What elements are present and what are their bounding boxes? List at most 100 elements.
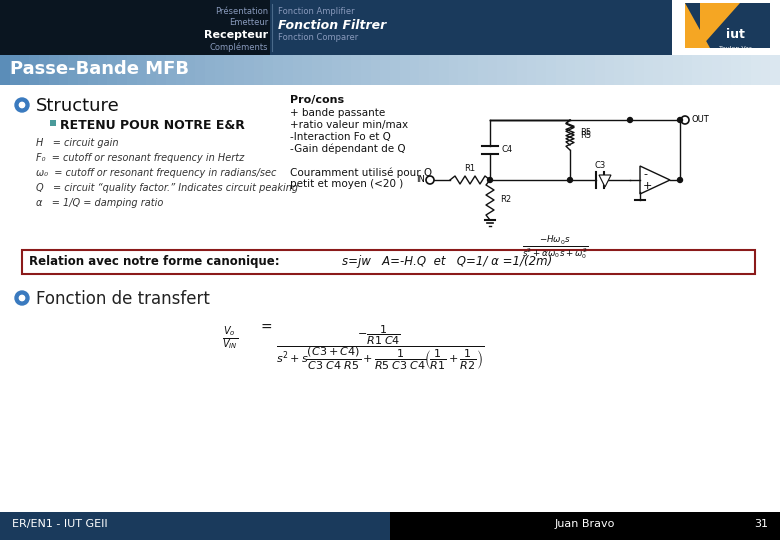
Bar bbox=[702, 55, 713, 85]
Bar bbox=[537, 55, 547, 85]
Bar bbox=[750, 55, 761, 85]
Bar bbox=[488, 55, 498, 85]
Bar bbox=[526, 55, 537, 85]
Bar bbox=[360, 55, 371, 85]
Text: R5: R5 bbox=[580, 131, 591, 139]
Polygon shape bbox=[685, 3, 770, 48]
Text: Fonction Amplifier: Fonction Amplifier bbox=[278, 7, 355, 16]
Text: Pro/cons: Pro/cons bbox=[290, 95, 344, 105]
Text: Couramment utilisé pour Q
petit et moyen (<20 ): Couramment utilisé pour Q petit et moyen… bbox=[290, 167, 432, 189]
Text: $\dfrac{-\dfrac{1}{R1\;C4}}{s^2+s\dfrac{(C3+C4)}{C3\;C4\;R5}+\dfrac{1}{R5\;C3\;C: $\dfrac{-\dfrac{1}{R1\;C4}}{s^2+s\dfrac{… bbox=[276, 324, 484, 373]
Bar bbox=[351, 55, 362, 85]
FancyBboxPatch shape bbox=[22, 250, 755, 274]
Bar bbox=[254, 55, 264, 85]
Bar bbox=[555, 55, 566, 85]
Bar bbox=[566, 55, 576, 85]
Bar bbox=[468, 55, 479, 85]
Bar bbox=[507, 55, 518, 85]
Bar bbox=[585, 55, 596, 85]
Text: Compléments: Compléments bbox=[210, 43, 268, 52]
Text: $\frac{-H\omega_0 s}{s^2 + \alpha\omega_0 s + \omega_0^2}$: $\frac{-H\omega_0 s}{s^2 + \alpha\omega_… bbox=[522, 235, 588, 262]
Bar bbox=[243, 55, 254, 85]
Text: +: + bbox=[643, 181, 652, 191]
Text: α   = 1/Q = damping ratio: α = 1/Q = damping ratio bbox=[36, 198, 163, 208]
Bar bbox=[321, 55, 332, 85]
Text: C3: C3 bbox=[594, 161, 605, 170]
Circle shape bbox=[568, 178, 573, 183]
Bar bbox=[312, 55, 323, 85]
Bar bbox=[98, 55, 108, 85]
Bar bbox=[225, 55, 235, 85]
Text: F₀  = cutoff or resonant frequency in Hertz: F₀ = cutoff or resonant frequency in Her… bbox=[36, 153, 244, 163]
Text: s=jw   A=-H.Q  et   Q=1/ α =1/(2m): s=jw A=-H.Q et Q=1/ α =1/(2m) bbox=[342, 255, 552, 268]
Circle shape bbox=[488, 178, 492, 183]
Bar bbox=[9, 55, 20, 85]
Text: Toulon Var: Toulon Var bbox=[718, 46, 751, 51]
Polygon shape bbox=[700, 3, 740, 48]
Text: RETENU POUR NOTRE E&R: RETENU POUR NOTRE E&R bbox=[60, 119, 245, 132]
Text: Fonction Filtrer: Fonction Filtrer bbox=[278, 19, 386, 32]
Bar bbox=[682, 55, 693, 85]
Bar bbox=[741, 55, 752, 85]
Bar bbox=[711, 55, 722, 85]
Bar bbox=[282, 55, 293, 85]
Text: iut: iut bbox=[725, 29, 744, 42]
Text: Fonction Comparer: Fonction Comparer bbox=[278, 33, 358, 42]
Circle shape bbox=[20, 103, 25, 107]
Text: $\frac{V_o}{V_{IN}}$: $\frac{V_o}{V_{IN}}$ bbox=[222, 324, 238, 352]
Circle shape bbox=[20, 295, 25, 301]
Bar bbox=[760, 55, 771, 85]
Text: Relation avec notre forme canonique:: Relation avec notre forme canonique: bbox=[29, 255, 279, 268]
Text: Passe-Bande MFB: Passe-Bande MFB bbox=[10, 60, 189, 78]
Circle shape bbox=[627, 118, 633, 123]
Bar bbox=[50, 120, 56, 126]
Bar bbox=[390, 512, 780, 540]
Bar bbox=[722, 55, 732, 85]
Bar bbox=[615, 55, 625, 85]
Bar bbox=[370, 55, 381, 85]
Bar bbox=[644, 55, 654, 85]
Text: -Gain dépendant de Q: -Gain dépendant de Q bbox=[290, 144, 406, 154]
Circle shape bbox=[15, 98, 29, 112]
Bar bbox=[234, 55, 245, 85]
Bar bbox=[438, 55, 449, 85]
Bar bbox=[0, 512, 390, 540]
Bar bbox=[477, 55, 488, 85]
Bar bbox=[117, 55, 128, 85]
Text: Présentation: Présentation bbox=[215, 7, 268, 16]
Bar bbox=[604, 55, 615, 85]
Bar bbox=[273, 55, 284, 85]
Bar bbox=[87, 55, 98, 85]
Bar bbox=[342, 55, 352, 85]
Bar bbox=[165, 55, 176, 85]
Text: R5: R5 bbox=[580, 128, 591, 137]
Text: Juan Bravo: Juan Bravo bbox=[555, 519, 615, 529]
Bar bbox=[399, 55, 410, 85]
Bar bbox=[156, 55, 167, 85]
Bar bbox=[215, 55, 225, 85]
Circle shape bbox=[678, 178, 682, 183]
Bar bbox=[693, 55, 703, 85]
Bar bbox=[594, 55, 605, 85]
Bar bbox=[30, 55, 40, 85]
Bar bbox=[390, 55, 401, 85]
Text: ER/EN1 - IUT GEII: ER/EN1 - IUT GEII bbox=[12, 519, 108, 529]
Bar bbox=[448, 55, 459, 85]
Bar bbox=[410, 55, 420, 85]
Bar bbox=[663, 55, 674, 85]
Bar bbox=[48, 55, 59, 85]
Bar bbox=[459, 55, 469, 85]
Bar bbox=[264, 55, 274, 85]
Circle shape bbox=[681, 116, 689, 124]
Bar bbox=[633, 55, 644, 85]
Circle shape bbox=[678, 118, 682, 123]
Bar bbox=[303, 55, 313, 85]
Bar bbox=[624, 55, 635, 85]
Bar bbox=[108, 55, 118, 85]
Bar bbox=[176, 55, 186, 85]
Text: 31: 31 bbox=[754, 519, 768, 529]
Bar bbox=[672, 55, 683, 85]
Bar bbox=[39, 55, 50, 85]
Polygon shape bbox=[640, 166, 670, 194]
Bar bbox=[195, 55, 206, 85]
